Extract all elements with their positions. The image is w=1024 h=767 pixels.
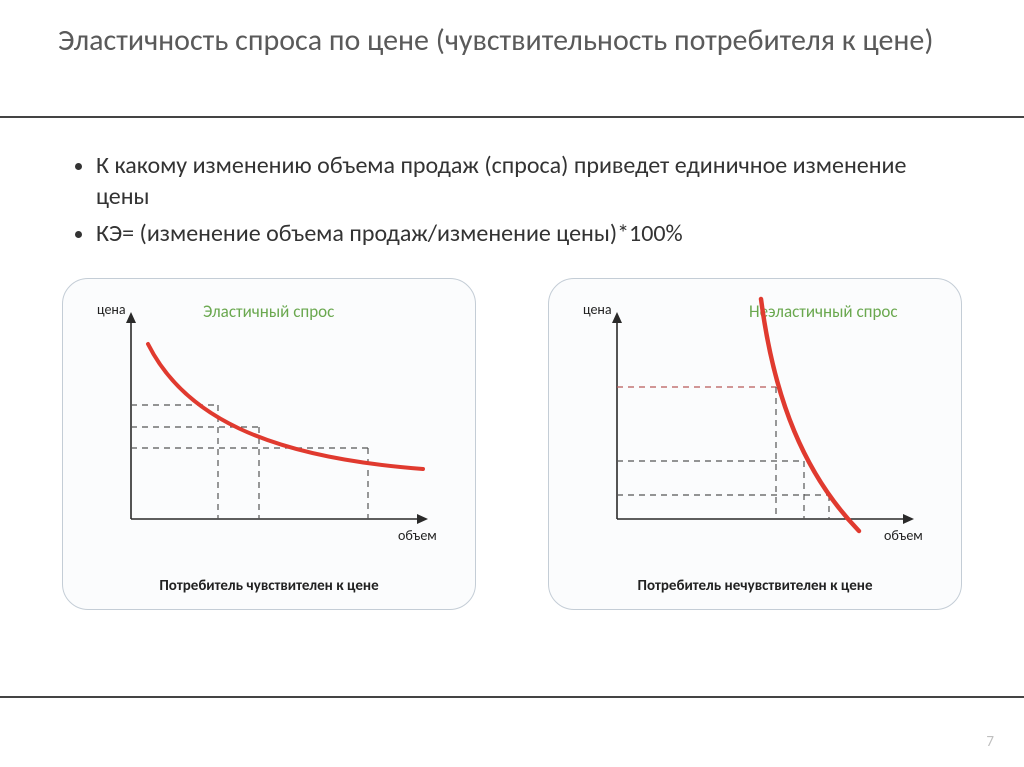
bullet-item: КЭ= (изменение объема продаж/изменение ц… [96,218,940,249]
guide-lines [131,405,368,519]
panel-caption-inelastic: Потребитель нечувствителен к цене [549,577,961,595]
guide-lines [617,387,829,519]
slide: Эластичность спроса по цене (чувствитель… [0,0,1024,767]
axes [612,312,914,524]
divider-bottom [0,696,1024,698]
x-axis-label: объем [884,527,923,544]
demand-curve-elastic [148,344,423,469]
slide-title: Эластичность спроса по цене (чувствитель… [58,22,958,60]
divider-top [0,116,1024,118]
axes [126,312,428,524]
panel-caption-elastic: Потребитель чувствителен к цене [63,577,475,595]
bullet-list: К какому изменению объема продаж (спроса… [70,150,940,256]
bullet-item: К какому изменению объема продаж (спроса… [96,150,940,212]
panel-inelastic: цена Неэластичный спрос [548,278,962,610]
charts-row: цена Эластичный спрос [62,278,962,610]
page-number: 7 [986,733,994,751]
x-axis-label: объем [398,527,437,544]
panel-elastic: цена Эластичный спрос [62,278,476,610]
